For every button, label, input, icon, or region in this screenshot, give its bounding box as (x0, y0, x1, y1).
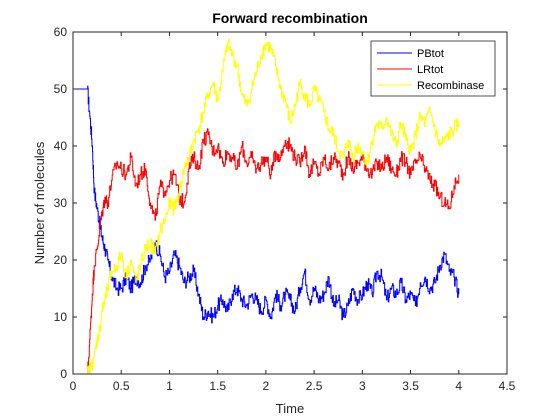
y-tick-label: 10 (54, 310, 68, 324)
series-line-recombinase (73, 38, 460, 375)
chart-title: Forward recombination (212, 10, 368, 26)
x-tick-label: 1 (166, 379, 173, 393)
y-axis-label: Number of molecules (32, 141, 47, 264)
x-tick-label: 0.5 (113, 379, 130, 393)
series-line-lrtot (73, 128, 460, 375)
y-tick-label: 50 (54, 82, 68, 96)
x-axis-label: Time (276, 401, 304, 416)
y-tick-label: 0 (60, 367, 67, 381)
y-tick-label: 60 (54, 25, 68, 39)
x-tick-label: 3 (359, 379, 366, 393)
y-tick-label: 30 (54, 196, 68, 210)
y-tick-label: 20 (54, 253, 68, 267)
series-layer (73, 38, 460, 375)
x-tick-label: 2.5 (306, 379, 323, 393)
y-tick-label: 40 (54, 139, 68, 153)
x-tick-label: 4.5 (499, 379, 516, 393)
x-tick-label: 2 (263, 379, 270, 393)
x-tick-label: 3.5 (402, 379, 419, 393)
x-tick-label: 4 (455, 379, 462, 393)
legend-label: LRtot (417, 64, 443, 76)
series-line-pbtot (73, 85, 460, 324)
x-tick-label: 0 (70, 379, 77, 393)
legend-label: PBtot (417, 48, 444, 60)
y-axis-ticks: 0 10 20 30 40 50 60 (54, 25, 507, 381)
legend-items: PBtot LRtot Recombinase (377, 48, 484, 92)
x-axis-ticks: 0 0.5 1 1.5 2 2.5 3 3.5 4 4.5 (70, 32, 516, 393)
legend-label: Recombinase (417, 80, 484, 92)
legend: PBtot LRtot Recombinase (370, 40, 496, 97)
x-tick-label: 1.5 (209, 379, 226, 393)
